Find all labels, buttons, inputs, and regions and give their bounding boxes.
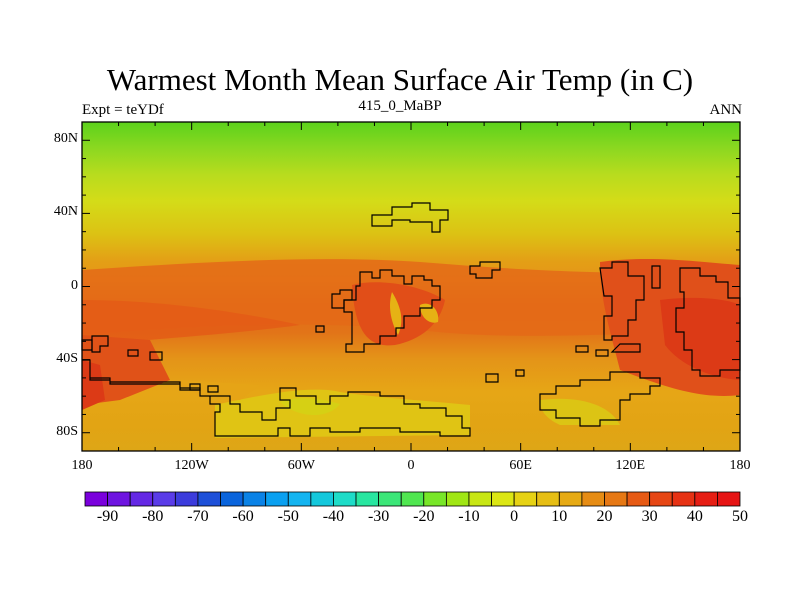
colorbar-swatch — [107, 491, 131, 507]
axis-ticks — [81, 121, 741, 452]
colorbar — [84, 491, 741, 507]
colorbar-swatch — [491, 491, 515, 507]
colorbar-swatch — [129, 491, 154, 507]
colorbar-swatch — [378, 491, 402, 507]
lon-tick-label: 60W — [287, 458, 315, 473]
colorbar-swatch — [84, 491, 108, 507]
lat-tick-label: 80N — [53, 131, 78, 147]
colorbar-label: -70 — [187, 508, 209, 525]
colorbar-label: -20 — [413, 508, 435, 525]
colorbar-swatch — [604, 491, 628, 507]
lon-tick-label: 0 — [407, 458, 415, 473]
colorbar-swatch — [400, 491, 425, 507]
colorbar-swatch — [265, 491, 289, 507]
colorbar-swatch — [152, 491, 176, 507]
colorbar-swatch — [671, 491, 696, 507]
colorbar-swatch — [717, 491, 741, 507]
colorbar-swatch — [287, 491, 312, 507]
colorbar-label: 40 — [686, 508, 703, 525]
lat-tick-label: 40S — [56, 350, 78, 366]
colorbar-label: 10 — [551, 508, 568, 525]
colorbar-label: -80 — [142, 508, 164, 525]
colorbar-swatch — [468, 491, 492, 507]
colorbar-label: 30 — [641, 508, 658, 525]
lat-tick-label: 40N — [53, 204, 78, 220]
colorbar-swatch — [536, 491, 560, 507]
colorbar-label: -60 — [232, 508, 254, 525]
colorbar-swatch — [694, 491, 718, 507]
colorbar-swatch — [220, 491, 244, 507]
lon-tick-label: 120W — [174, 458, 209, 473]
map-title: Warmest Month Mean Surface Air Temp (in … — [106, 62, 694, 97]
colorbar-label: -40 — [322, 508, 345, 525]
colorbar-swatch — [581, 491, 605, 507]
lon-tick-label: 180 — [729, 458, 751, 473]
temperature-field — [82, 122, 740, 451]
lon-tick-label: 60E — [509, 458, 532, 473]
colorbar-label: 0 — [510, 508, 519, 525]
colorbar-swatch — [355, 491, 380, 507]
colorbar-swatch — [197, 491, 221, 507]
colorbar-label: -50 — [277, 508, 299, 525]
age-label: 415_0_MaBP — [358, 98, 442, 114]
colorbar-swatch — [174, 491, 199, 507]
colorbar-swatch — [423, 491, 447, 507]
colorbar-label: 20 — [596, 508, 613, 525]
colorbar-swatch — [242, 491, 267, 507]
lat-tick-label: 0 — [71, 277, 78, 293]
colorbar-swatch — [513, 491, 538, 507]
season-label: ANN — [709, 102, 743, 118]
colorbar-swatch — [333, 491, 357, 507]
colorbar-label: -90 — [96, 508, 119, 525]
colorbar-swatch — [558, 491, 583, 507]
colorbar-label: -30 — [367, 508, 390, 525]
colorbar-swatch — [626, 491, 651, 507]
colorbar-swatch — [649, 491, 673, 507]
lon-tick-label: 120E — [615, 458, 646, 473]
experiment-label: Expt = teYDf — [82, 102, 164, 118]
lon-tick-label: 180 — [71, 458, 93, 473]
colorbar-label: 50 — [732, 508, 748, 525]
continent-outlines — [81, 202, 741, 437]
colorbar-swatch — [445, 491, 470, 507]
lat-tick-label: 80S — [56, 423, 78, 439]
colorbar-swatch — [310, 491, 334, 507]
colorbar-label: -10 — [458, 508, 480, 525]
